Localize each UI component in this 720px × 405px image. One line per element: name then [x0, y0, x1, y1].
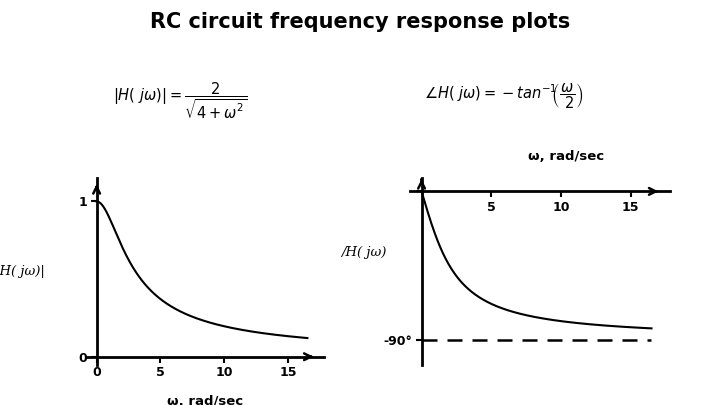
Text: ω, rad/sec: ω, rad/sec — [167, 395, 243, 405]
Text: $|H(\ j\omega)| = \dfrac{2}{\sqrt{4+\omega^2}}$: $|H(\ j\omega)| = \dfrac{2}{\sqrt{4+\ome… — [113, 81, 247, 122]
Text: /H( jω): /H( jω) — [341, 246, 387, 259]
Text: |H( jω)|: |H( jω)| — [0, 265, 45, 278]
Text: ω, rad/sec: ω, rad/sec — [528, 150, 604, 163]
Text: RC circuit frequency response plots: RC circuit frequency response plots — [150, 12, 570, 32]
Text: $\angle H(\ j\omega) = -tan^{-1}\!\!\left(\dfrac{\omega}{\ 2}\right)$: $\angle H(\ j\omega) = -tan^{-1}\!\!\lef… — [424, 81, 584, 111]
